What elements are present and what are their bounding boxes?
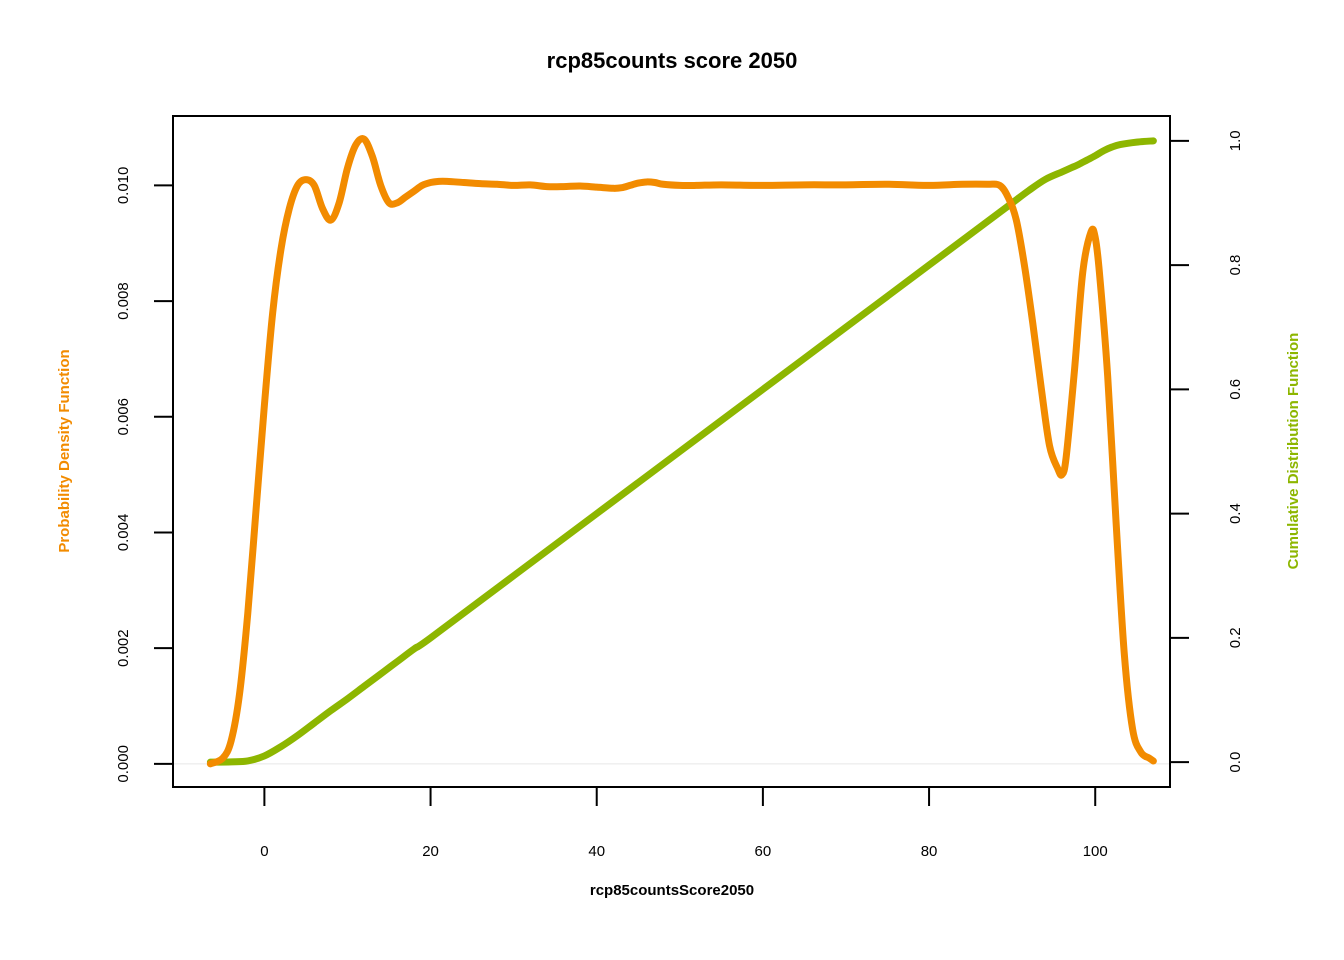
y-right-tick-label: 0.8	[1227, 255, 1244, 276]
x-tick-label: 20	[422, 843, 439, 860]
cdf-line	[206, 137, 1157, 766]
x-axis: 0 20 40 60 80 100	[260, 786, 1108, 860]
chart-title: rcp85counts score 2050	[547, 48, 798, 73]
x-tick-label: 60	[755, 843, 772, 860]
y-right-tick-label: 1.0	[1227, 130, 1244, 151]
y-right-axis-label: Cumulative Distribution Function	[1285, 333, 1302, 570]
y-left-tick-label: 0.008	[115, 282, 132, 320]
y-left-tick-label: 0.006	[115, 398, 132, 436]
series-layer	[206, 135, 1157, 768]
y-left-tick-label: 0.002	[115, 629, 132, 667]
y-left-axis-label: Probability Density Function	[56, 349, 73, 552]
y-right-tick-label: 0.6	[1227, 379, 1244, 400]
y-right-tick-label: 0.4	[1227, 503, 1244, 524]
x-tick-label: 80	[921, 843, 938, 860]
y-left-tick-label: 0.004	[115, 514, 132, 552]
x-tick-label: 0	[260, 843, 268, 860]
y-right-tick-label: 0.2	[1227, 627, 1244, 648]
x-axis-label: rcp85countsScore2050	[590, 882, 754, 899]
y-left-tick-label: 0.010	[115, 167, 132, 205]
y-left-axis: 0.000 0.002 0.004 0.006 0.008 0.010	[115, 167, 174, 783]
x-tick-label: 40	[588, 843, 605, 860]
y-right-tick-label: 0.0	[1227, 752, 1244, 773]
x-tick-label: 100	[1083, 843, 1108, 860]
pdf-line	[206, 135, 1157, 768]
y-right-axis: 0.0 0.2 0.4 0.6 0.8 1.0	[1169, 130, 1244, 773]
y-left-tick-label: 0.000	[115, 745, 132, 783]
